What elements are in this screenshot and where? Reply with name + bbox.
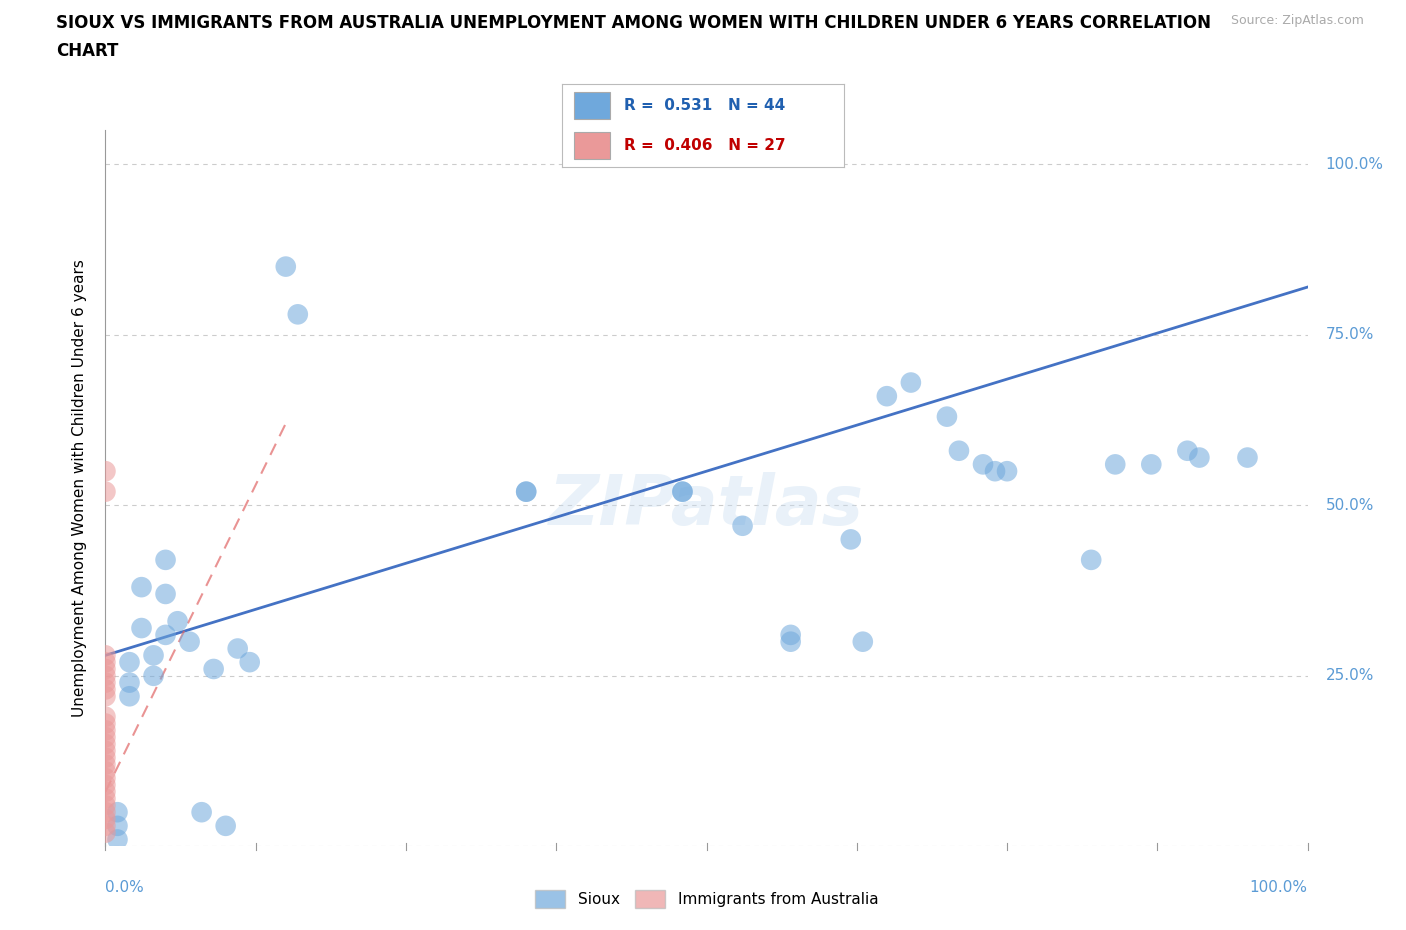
Point — [179, 634, 201, 649]
Point — [142, 669, 165, 684]
Point — [779, 628, 801, 643]
Text: R =  0.531   N = 44: R = 0.531 N = 44 — [624, 98, 786, 113]
Point — [839, 532, 862, 547]
Point — [94, 784, 117, 799]
Point — [94, 730, 117, 745]
Point — [131, 579, 153, 594]
Point — [94, 791, 117, 806]
Text: SIOUX VS IMMIGRANTS FROM AUSTRALIA UNEMPLOYMENT AMONG WOMEN WITH CHILDREN UNDER : SIOUX VS IMMIGRANTS FROM AUSTRALIA UNEMP… — [56, 14, 1211, 32]
Point — [94, 485, 117, 499]
Point — [214, 818, 236, 833]
Text: 100.0%: 100.0% — [1250, 881, 1308, 896]
Point — [94, 682, 117, 697]
Legend: Sioux, Immigrants from Australia: Sioux, Immigrants from Australia — [529, 884, 884, 914]
Point — [779, 634, 801, 649]
Point — [972, 457, 994, 472]
Point — [94, 818, 117, 833]
Point — [94, 825, 117, 840]
Point — [515, 485, 537, 499]
Text: CHART: CHART — [56, 42, 118, 60]
Point — [94, 464, 117, 479]
Point — [155, 628, 177, 643]
Text: 0.0%: 0.0% — [105, 881, 145, 896]
Point — [94, 648, 117, 663]
Point — [94, 771, 117, 786]
Point — [900, 375, 922, 390]
Point — [190, 804, 212, 819]
Point — [94, 669, 117, 684]
Point — [107, 832, 129, 847]
Point — [995, 464, 1018, 479]
Point — [94, 812, 117, 827]
Point — [131, 620, 153, 635]
Point — [984, 464, 1007, 479]
Point — [118, 689, 141, 704]
Text: ZIPatlas: ZIPatlas — [548, 472, 865, 538]
Point — [948, 444, 970, 458]
Point — [94, 777, 117, 792]
Point — [94, 675, 117, 690]
Point — [936, 409, 959, 424]
Point — [118, 655, 141, 670]
Point — [852, 634, 875, 649]
Point — [94, 689, 117, 704]
Point — [142, 648, 165, 663]
Point — [94, 751, 117, 765]
Text: 50.0%: 50.0% — [1326, 498, 1374, 512]
Point — [731, 518, 754, 533]
Point — [1188, 450, 1211, 465]
Point — [94, 757, 117, 772]
Text: Source: ZipAtlas.com: Source: ZipAtlas.com — [1230, 14, 1364, 27]
Point — [226, 641, 249, 656]
Point — [166, 614, 188, 629]
Point — [202, 661, 225, 676]
Point — [94, 723, 117, 737]
Text: 25.0%: 25.0% — [1326, 669, 1374, 684]
Point — [287, 307, 309, 322]
FancyBboxPatch shape — [574, 92, 610, 119]
Point — [1140, 457, 1163, 472]
Point — [107, 818, 129, 833]
Point — [107, 804, 129, 819]
Text: 100.0%: 100.0% — [1326, 157, 1384, 172]
Point — [671, 485, 693, 499]
Point — [94, 764, 117, 778]
Point — [94, 804, 117, 819]
Y-axis label: Unemployment Among Women with Children Under 6 years: Unemployment Among Women with Children U… — [72, 259, 87, 717]
Point — [155, 587, 177, 602]
Point — [1080, 552, 1102, 567]
Point — [94, 710, 117, 724]
Point — [671, 485, 693, 499]
Point — [515, 485, 537, 499]
FancyBboxPatch shape — [574, 132, 610, 159]
Point — [239, 655, 262, 670]
Point — [1236, 450, 1258, 465]
Point — [94, 716, 117, 731]
Point — [155, 552, 177, 567]
Point — [94, 743, 117, 758]
Point — [1175, 444, 1198, 458]
Point — [118, 675, 141, 690]
Point — [94, 661, 117, 676]
Point — [94, 655, 117, 670]
Point — [94, 798, 117, 813]
Point — [274, 259, 297, 274]
Point — [94, 737, 117, 751]
Point — [1104, 457, 1126, 472]
Point — [876, 389, 898, 404]
Text: R =  0.406   N = 27: R = 0.406 N = 27 — [624, 139, 786, 153]
Text: 75.0%: 75.0% — [1326, 327, 1374, 342]
